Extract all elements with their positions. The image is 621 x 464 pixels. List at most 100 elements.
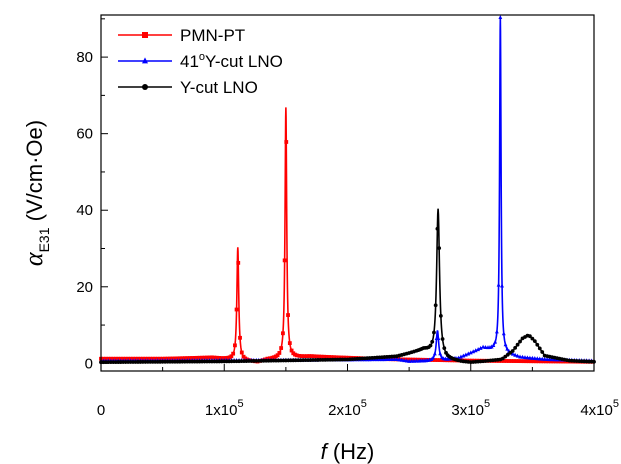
series-point bbox=[516, 359, 521, 364]
series-point bbox=[461, 353, 466, 358]
series-point bbox=[404, 358, 409, 363]
series-point bbox=[510, 349, 515, 353]
series-point bbox=[287, 341, 292, 346]
series-point bbox=[529, 359, 534, 364]
series-point bbox=[509, 359, 514, 363]
x-tick-label: 3x105 bbox=[451, 398, 490, 419]
series-point bbox=[219, 356, 224, 360]
series-point bbox=[409, 358, 414, 363]
plot-frame bbox=[100, 14, 595, 372]
series-point bbox=[267, 356, 272, 361]
series-point bbox=[520, 354, 525, 359]
series-point bbox=[202, 355, 207, 360]
series-0 bbox=[99, 107, 595, 364]
legend-marker bbox=[142, 84, 148, 90]
series-point bbox=[518, 339, 522, 344]
series-point bbox=[539, 359, 543, 364]
series-point bbox=[542, 356, 547, 361]
legend-label: Y-cut LNO bbox=[180, 78, 258, 97]
series-point bbox=[503, 342, 508, 347]
series-point bbox=[195, 355, 200, 360]
series-point bbox=[489, 344, 494, 349]
series-point bbox=[299, 354, 304, 358]
series-point bbox=[324, 354, 329, 359]
series-point bbox=[432, 351, 437, 356]
series-point bbox=[524, 359, 529, 364]
series-point bbox=[515, 353, 520, 358]
series-point bbox=[415, 357, 420, 362]
series-point bbox=[212, 355, 217, 360]
series-point bbox=[277, 351, 282, 355]
series-point bbox=[493, 339, 498, 344]
series-point bbox=[185, 356, 190, 360]
series-point bbox=[387, 357, 392, 362]
legend: PMN-PT 41oY-cut LNO Y-cut LNO bbox=[118, 26, 283, 97]
series-point bbox=[414, 358, 419, 363]
series-point bbox=[435, 358, 440, 362]
series-point bbox=[504, 359, 509, 363]
y-tick-label: 20 bbox=[76, 279, 93, 296]
series-point bbox=[322, 354, 326, 359]
series-point bbox=[433, 303, 438, 308]
series-point bbox=[442, 346, 447, 351]
series-point bbox=[192, 356, 197, 360]
series-point bbox=[408, 357, 413, 362]
series-point bbox=[332, 355, 336, 360]
series-point bbox=[334, 355, 339, 360]
series-point bbox=[205, 355, 209, 360]
series-point bbox=[518, 354, 522, 359]
series-point bbox=[515, 342, 520, 347]
series-point bbox=[410, 357, 415, 362]
series-point bbox=[556, 359, 561, 364]
series-point bbox=[519, 359, 524, 364]
series-point bbox=[389, 356, 394, 362]
series-point bbox=[289, 348, 294, 353]
series-line bbox=[101, 107, 595, 363]
series-point bbox=[553, 359, 558, 364]
series-point bbox=[548, 359, 553, 364]
series-point bbox=[537, 356, 542, 361]
series-point bbox=[229, 354, 234, 359]
series-point bbox=[344, 355, 349, 360]
series-2 bbox=[99, 208, 596, 365]
series-point bbox=[521, 359, 526, 364]
series-point bbox=[535, 342, 540, 347]
series-point bbox=[413, 357, 418, 362]
series-point bbox=[392, 356, 397, 361]
series-point bbox=[428, 343, 433, 348]
series-point bbox=[385, 357, 389, 362]
series-point bbox=[471, 349, 476, 354]
series-point bbox=[210, 355, 214, 360]
series-point bbox=[534, 359, 538, 364]
series-point bbox=[182, 356, 187, 361]
x-axis-label: f (Hz) bbox=[321, 439, 375, 464]
series-point bbox=[304, 354, 309, 359]
series-point bbox=[528, 334, 532, 339]
series-point bbox=[550, 357, 554, 362]
series-point bbox=[190, 356, 195, 360]
series-point bbox=[437, 246, 442, 251]
series-point bbox=[498, 15, 503, 20]
series-point bbox=[547, 357, 552, 362]
x-tick-label: 1x105 bbox=[205, 398, 244, 419]
series-point bbox=[403, 357, 408, 362]
x-tick-label: 0 bbox=[97, 402, 105, 419]
series-point bbox=[502, 359, 506, 363]
series-point bbox=[481, 344, 485, 349]
series-point bbox=[275, 353, 280, 358]
series-point bbox=[433, 358, 437, 362]
series-point bbox=[231, 351, 236, 356]
series-point bbox=[401, 357, 405, 362]
series-point bbox=[329, 355, 334, 359]
series-point bbox=[423, 357, 428, 362]
series-point bbox=[478, 345, 483, 350]
series-point bbox=[546, 359, 551, 364]
series-point bbox=[501, 331, 506, 336]
series-point bbox=[412, 358, 416, 363]
series-point bbox=[430, 339, 435, 344]
legend-marker bbox=[142, 57, 148, 64]
series-point bbox=[540, 350, 545, 354]
legend-marker bbox=[142, 32, 148, 38]
series-point bbox=[530, 336, 535, 341]
series-point bbox=[399, 357, 404, 362]
